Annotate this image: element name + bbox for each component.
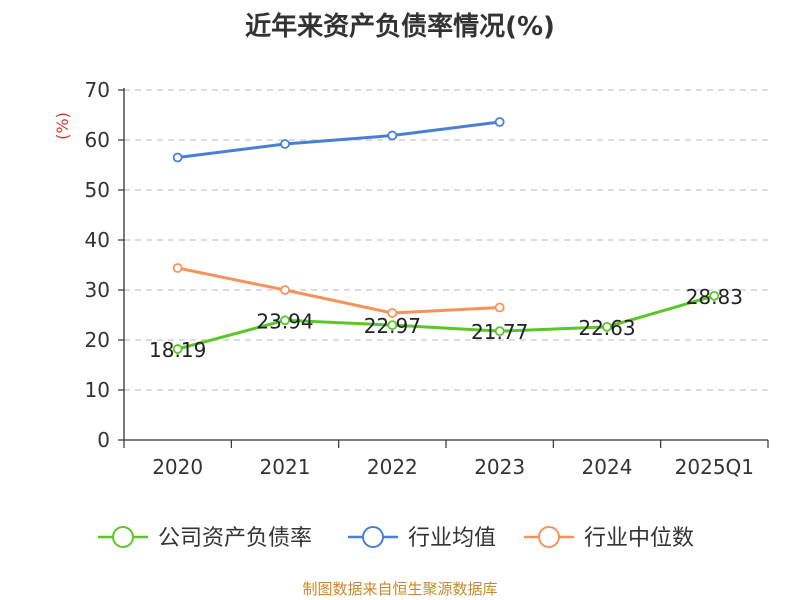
- data-labels: 18.19 23.94 22.97 21.77 22.63 28.83: [149, 285, 743, 362]
- data-point: [172, 152, 183, 163]
- data-point: [387, 308, 398, 318]
- x-tick-label: 2023: [474, 455, 525, 479]
- data-label: 23.94: [256, 309, 313, 333]
- data-point: [709, 290, 720, 301]
- data-label: 22.97: [364, 314, 421, 338]
- y-tick-label: 50: [85, 178, 110, 202]
- data-point: [387, 320, 398, 331]
- series-lines: [172, 117, 720, 354]
- y-tick-label: 70: [85, 78, 110, 102]
- data-point: [280, 139, 290, 149]
- legend: 公司资产负债率 行业均值 行业中位数: [98, 526, 694, 551]
- legend-marker: [112, 526, 134, 548]
- grid-lines: [124, 89, 768, 391]
- x-tick-label: 2022: [367, 455, 418, 479]
- y-tick-label: 20: [85, 328, 110, 352]
- data-point: [387, 130, 398, 141]
- chart-title: 近年来资产负债率情况(%): [245, 12, 555, 42]
- legend-label: 行业中位数: [584, 526, 694, 551]
- y-tick-label: 30: [85, 278, 110, 302]
- source-footer: 制图数据来自恒生聚源数据库: [302, 580, 497, 598]
- legend-label: 行业均值: [408, 526, 496, 551]
- data-point: [494, 326, 505, 337]
- x-tick-label: 2020: [152, 455, 203, 479]
- legend-label: 公司资产负债率: [158, 526, 312, 551]
- data-point: [172, 344, 183, 354]
- series-line-2: [177, 266, 500, 315]
- series-line-1: [177, 120, 500, 159]
- y-tick-label: 0: [97, 428, 110, 452]
- series-line-0: [177, 294, 715, 351]
- legend-marker: [362, 526, 384, 548]
- data-label: 22.63: [578, 316, 635, 340]
- data-label: 21.77: [471, 320, 528, 344]
- axes: 0 10 20 30 40 50 60 70 2020 2021 2022 2023 2024 2025Q…: [85, 78, 769, 479]
- x-tick-label: 2021: [260, 455, 311, 479]
- y-tick-label: 60: [85, 128, 110, 152]
- y-axis-label: (%): [53, 112, 72, 140]
- data-label: 18.19: [149, 338, 206, 362]
- data-point: [494, 302, 505, 313]
- data-point: [172, 263, 183, 273]
- y-tick-label: 10: [85, 378, 110, 402]
- data-point: [280, 285, 290, 295]
- data-point: [494, 117, 505, 127]
- x-tick-label: 2024: [582, 455, 633, 479]
- legend-marker: [538, 526, 560, 548]
- data-point: [280, 315, 290, 326]
- data-point: [602, 321, 612, 332]
- data-label: 28.83: [686, 285, 743, 309]
- y-tick-label: 40: [85, 228, 110, 252]
- x-tick-label: 2025Q1: [675, 455, 754, 479]
